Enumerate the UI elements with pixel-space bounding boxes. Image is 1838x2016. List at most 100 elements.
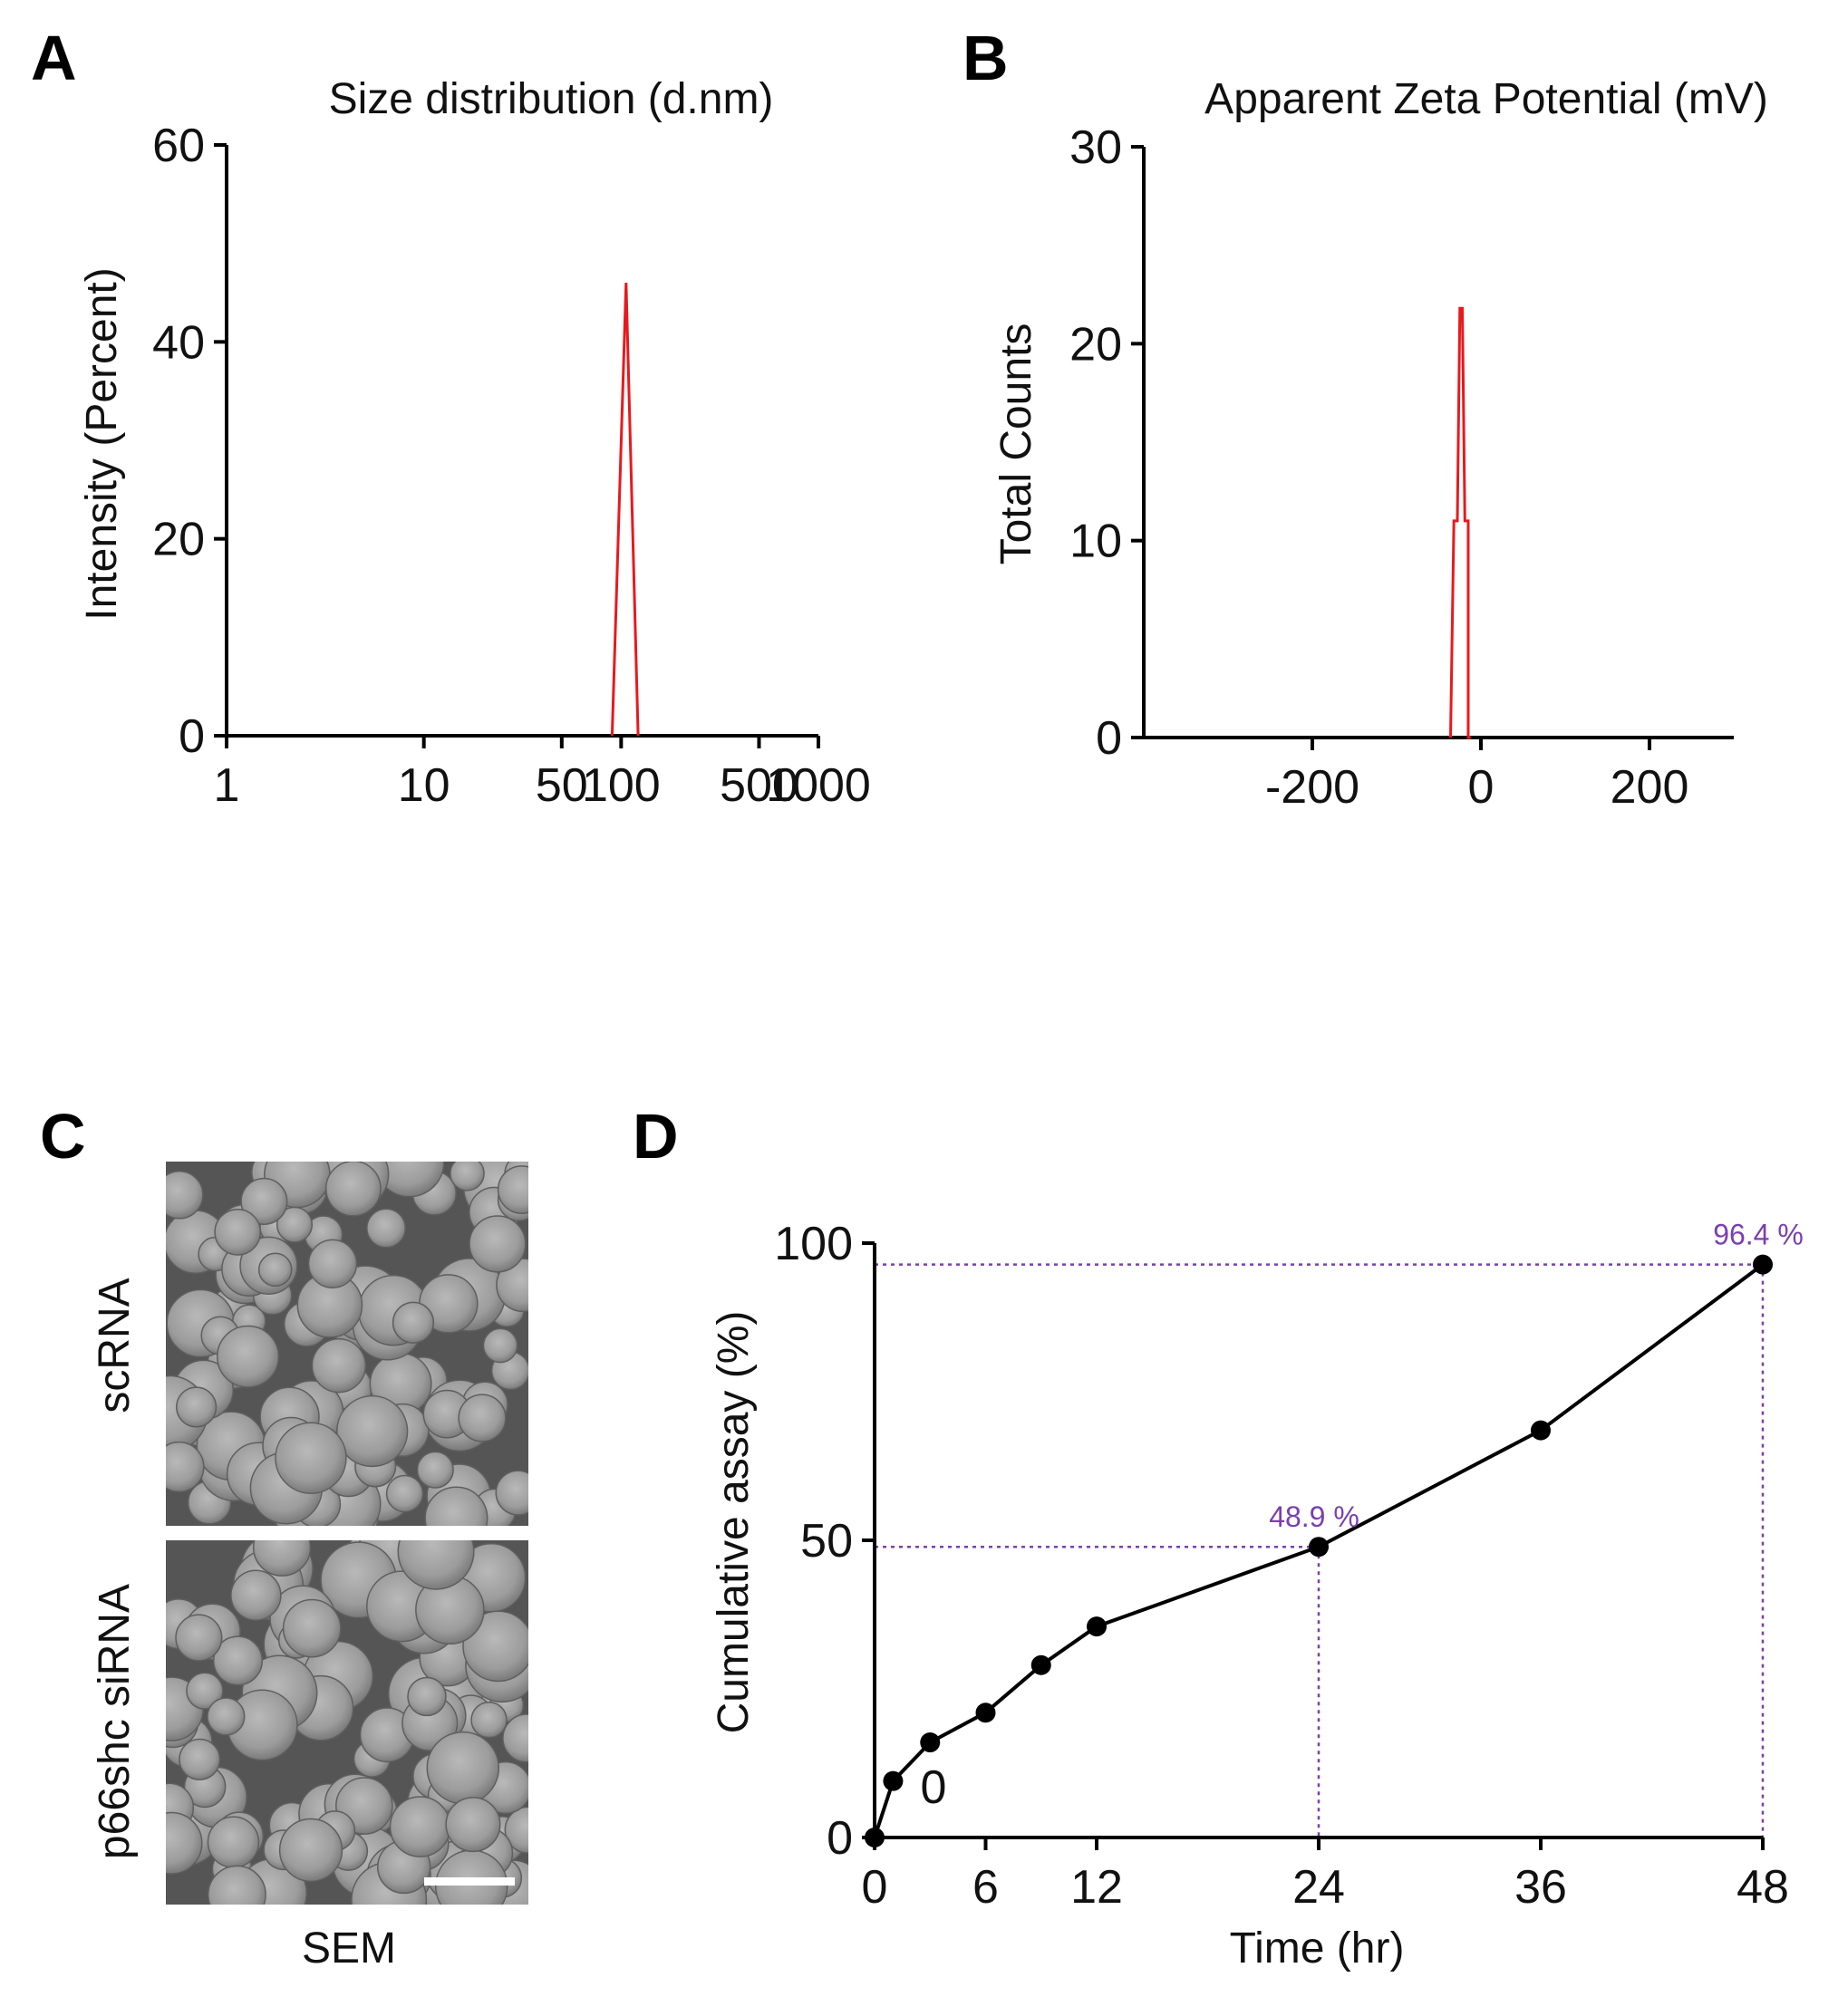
sem-particle (502, 1713, 528, 1763)
sem-particle (497, 1165, 528, 1214)
chart-a-series-line (610, 283, 640, 737)
sem-particle (217, 1325, 280, 1388)
y-tick-label: 40 (152, 316, 205, 369)
y-tick-label: 60 (152, 120, 205, 172)
annotation-label: 48.9 % (1269, 1500, 1359, 1533)
sem-particle (434, 1849, 508, 1905)
sem-particle (176, 1386, 218, 1428)
sem-particle (504, 1806, 528, 1854)
sem-particle (230, 1569, 282, 1621)
sem-particle (186, 1672, 224, 1710)
sem-particle (385, 1474, 424, 1513)
scale-bar (424, 1877, 515, 1886)
sem-particle (214, 1209, 261, 1256)
panel-letter-b: B (963, 23, 1009, 93)
y-tick-label: 0 (1096, 712, 1122, 765)
y-tick-label: 20 (152, 514, 205, 566)
data-point (1030, 1654, 1051, 1675)
x-tick-label: 200 (1611, 761, 1689, 814)
sem-particle (458, 1394, 507, 1442)
chart-b-title: Apparent Zeta Potential (mV) (1204, 75, 1768, 123)
sem-particle (166, 1171, 204, 1220)
sem-particle (336, 1394, 409, 1468)
sem-top-label: scRNA (91, 1278, 139, 1413)
sem-particle (282, 1598, 342, 1658)
data-point (920, 1732, 941, 1753)
x-tick-label: 24 (1292, 1861, 1345, 1914)
chart-b: Apparent Zeta Potential (mV) Total Count… (992, 75, 1768, 814)
sem-particle (496, 1258, 528, 1313)
x-tick-label: 12 (1070, 1861, 1123, 1914)
sem-particle (257, 1252, 293, 1288)
chart-d-extra-label: 0 (921, 1761, 947, 1814)
chart-d-points (865, 1254, 1773, 1847)
chart-d-xlabel: Time (hr) (1230, 1924, 1405, 1973)
sem-particle (389, 1796, 451, 1857)
y-tick-label: 30 (1069, 121, 1122, 174)
y-tick-label: 20 (1069, 318, 1122, 371)
data-point (883, 1770, 904, 1791)
data-point (1531, 1420, 1551, 1441)
sem-particle (166, 1441, 205, 1493)
sem-particle (366, 1208, 406, 1249)
y-tick-label: 50 (800, 1515, 853, 1567)
y-tick-label: 10 (1069, 516, 1122, 568)
chart-d-guides (875, 1263, 1765, 1838)
data-point (1753, 1254, 1773, 1275)
sem-particle (397, 1540, 475, 1590)
panel-letter-a: A (31, 23, 77, 93)
sem-particle (166, 1811, 203, 1875)
sem-particle (207, 1816, 260, 1868)
sem-particle (450, 1162, 485, 1191)
sem-particle (424, 1486, 489, 1526)
sem-particle (462, 1610, 528, 1683)
chart-a-ylabel: Intensity (Percent) (78, 267, 126, 620)
sem-bottom-label: p66shc siRNA (91, 1584, 139, 1859)
sem-particle (392, 1301, 435, 1344)
x-tick-label: 10 (398, 759, 450, 812)
chart-b-ticks: -200 0 200 0 10 20 30 (1069, 121, 1688, 814)
chart-a-title: Size distribution (d.nm) (329, 75, 774, 123)
sem-particle (426, 1731, 500, 1805)
data-point (1087, 1616, 1107, 1637)
x-tick-label: -200 (1265, 761, 1359, 814)
chart-b-axes (1142, 147, 1734, 739)
chart-b-series-line (1449, 306, 1471, 739)
sem-particle (470, 1702, 508, 1739)
sem-caption: SEM (302, 1924, 396, 1973)
sem-particle (416, 1451, 454, 1489)
x-tick-label: 0 (862, 1861, 888, 1914)
sem-particle (252, 1540, 312, 1577)
sem-particle (445, 1797, 501, 1853)
sem-particle (207, 1697, 246, 1736)
x-tick-label: 100 (582, 759, 661, 812)
chart-d-annotations: 48.9 % 96.4 % (1269, 1219, 1804, 1534)
y-tick-label: 0 (179, 710, 205, 763)
chart-b-ylabel: Total Counts (992, 323, 1040, 565)
x-tick-label: 1000 (766, 759, 871, 812)
data-point (1309, 1537, 1329, 1558)
chart-d-ylabel: Cumulative assay (%) (710, 1311, 758, 1734)
chart-d: Cumulative assay (%) Time (hr) 0 6 12 24 36 4… (710, 1218, 1804, 1973)
sem-particle (495, 1470, 528, 1516)
x-tick-label: 50 (536, 759, 588, 812)
data-point (865, 1828, 885, 1847)
x-tick-label: 1 (214, 759, 240, 812)
sem-image-bottom-particles (166, 1540, 528, 1905)
panel-letter-c: C (40, 1101, 86, 1172)
annotation-label: 96.4 % (1713, 1219, 1804, 1251)
sem-particle (407, 1676, 447, 1717)
x-tick-label: 6 (972, 1861, 999, 1914)
sem-panel: scRNA p66shc siRNA SEM (91, 1162, 528, 1973)
sem-particle (212, 1635, 264, 1686)
chart-a-axes (225, 145, 818, 738)
panel-letter-d: D (633, 1101, 679, 1172)
chart-a: Size distribution (d.nm) Intensity (Perc… (78, 75, 871, 812)
sem-particle (324, 1162, 382, 1217)
y-tick-label: 0 (827, 1812, 853, 1865)
sem-particle (240, 1177, 288, 1225)
sem-particle (469, 1215, 527, 1273)
